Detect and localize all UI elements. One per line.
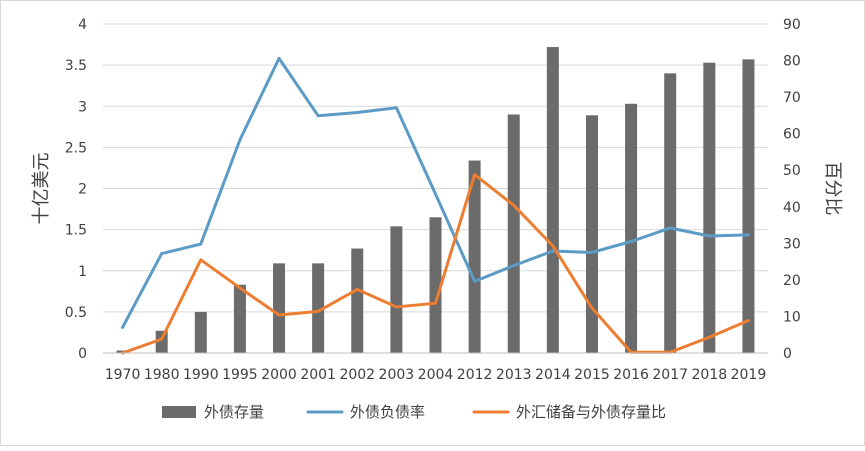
x-tick-label: 2001 bbox=[300, 367, 336, 383]
y-right-tick-label: 90 bbox=[783, 17, 801, 33]
bar bbox=[625, 103, 638, 353]
bar bbox=[312, 263, 325, 353]
legend: 外债存量 外债负债率 外汇储备与外债存量比 bbox=[162, 403, 666, 421]
y-left-tick-label: 2.5 bbox=[65, 140, 87, 156]
y-left-tick-label: 3.5 bbox=[65, 58, 87, 74]
bar bbox=[546, 47, 559, 353]
bar bbox=[664, 73, 677, 353]
y-right-tick-label: 40 bbox=[783, 200, 801, 216]
bar bbox=[194, 311, 207, 353]
y-right-tick-label: 10 bbox=[783, 309, 801, 325]
x-tick-label: 2013 bbox=[496, 367, 532, 383]
y-right-tick-label: 50 bbox=[783, 163, 801, 179]
y-right-tick-label: 20 bbox=[783, 273, 801, 289]
y-right-tick-label: 0 bbox=[783, 346, 792, 362]
bar bbox=[429, 217, 442, 353]
x-tick-label: 2016 bbox=[613, 367, 649, 383]
x-tick-label: 2019 bbox=[731, 367, 767, 383]
legend-swatch-bar bbox=[162, 406, 196, 418]
x-tick-label: 2017 bbox=[652, 367, 688, 383]
y-left-tick-label: 1 bbox=[78, 264, 87, 280]
x-tick-label: 2014 bbox=[535, 367, 571, 383]
y-right-axis-title: 百分比 bbox=[822, 162, 843, 216]
y-left-tick-label: 3 bbox=[78, 99, 87, 115]
legend-label: 外债负债率 bbox=[350, 403, 425, 421]
x-tick-label: 2003 bbox=[379, 367, 415, 383]
bar bbox=[351, 248, 364, 353]
bar bbox=[273, 263, 286, 353]
bar bbox=[703, 62, 716, 353]
x-tick-label: 1990 bbox=[183, 367, 219, 383]
y-left-tick-label: 0.5 bbox=[65, 305, 87, 321]
bar bbox=[507, 114, 520, 353]
x-tick-label: 2018 bbox=[692, 367, 728, 383]
y-right-tick-label: 60 bbox=[783, 127, 801, 143]
y-left-tick-label: 2 bbox=[78, 182, 87, 198]
bar bbox=[742, 59, 755, 354]
bar-series bbox=[116, 47, 755, 354]
x-tick-label: 1980 bbox=[144, 367, 180, 383]
x-tick-label: 1970 bbox=[105, 367, 141, 383]
x-tick-label: 2000 bbox=[261, 367, 297, 383]
legend-label: 外汇储备与外债存量比 bbox=[516, 403, 666, 421]
bar bbox=[390, 226, 403, 353]
x-tick-label: 2004 bbox=[418, 367, 454, 383]
series-line-reserve-ratio bbox=[121, 173, 750, 355]
x-tick-label: 2002 bbox=[339, 367, 375, 383]
x-tick-label: 2015 bbox=[574, 367, 610, 383]
y-left-tick-label: 4 bbox=[78, 17, 87, 33]
y-right-tick-label: 30 bbox=[783, 236, 801, 252]
bar bbox=[233, 284, 246, 353]
y-right-tick-label: 70 bbox=[783, 90, 801, 106]
x-tick-label: 2012 bbox=[457, 367, 493, 383]
series-line-debt-ratio bbox=[121, 56, 750, 329]
bar bbox=[468, 160, 481, 353]
legend-label: 外债存量 bbox=[204, 403, 264, 421]
y-right-tick-label: 80 bbox=[783, 54, 801, 70]
line-series bbox=[121, 56, 750, 355]
bar bbox=[585, 115, 598, 353]
axes: 00.511.522.533.5401020304050607080901970… bbox=[31, 17, 843, 383]
y-left-axis-title: 十亿美元 bbox=[31, 153, 52, 225]
x-tick-label: 1995 bbox=[222, 367, 258, 383]
y-left-tick-label: 1.5 bbox=[65, 223, 87, 239]
y-left-tick-label: 0 bbox=[78, 346, 87, 362]
